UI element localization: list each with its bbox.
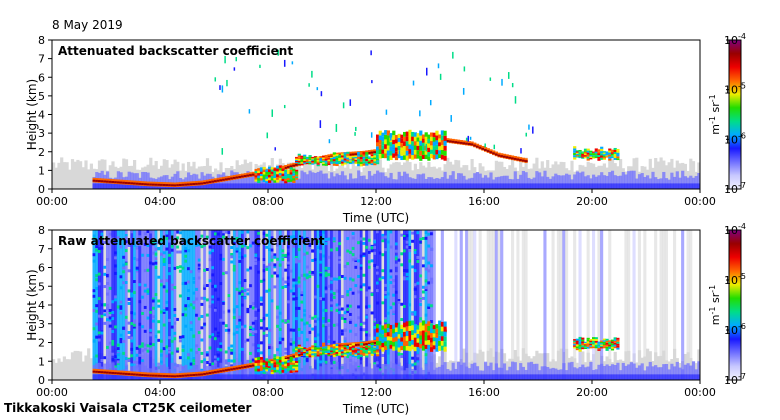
instrument-footer: Tikkakoski Vaisala CT25K ceilometer	[4, 401, 252, 415]
panel-title: Attenuated backscatter coefficient	[58, 44, 293, 58]
y-tick-label: 7	[38, 243, 45, 256]
y-tick-label: 4	[38, 109, 45, 122]
x-tick-label: 20:00	[576, 195, 608, 208]
x-axis-label: Time (UTC)	[342, 402, 409, 416]
x-tick-label: 08:00	[252, 195, 284, 208]
colorbar-tick-label: 10-5	[724, 272, 746, 287]
colorbar-tick-label: 10-5	[724, 82, 746, 97]
y-tick-label: 1	[38, 164, 45, 177]
y-tick-label: 4	[38, 299, 45, 312]
y-tick-label: 3	[38, 318, 45, 331]
colorbar-2: 10-4 10-5 10-6 10-7 m-1 sr-1	[708, 222, 746, 387]
x-tick-label: 00:00	[684, 195, 716, 208]
backscatter-field-1	[52, 49, 700, 189]
colorbar-tick-label: 10-4	[724, 32, 746, 47]
colorbar-gradient	[728, 229, 742, 381]
colorbar-label: m-1 sr-1	[708, 285, 722, 325]
x-tick-label: 04:00	[144, 386, 176, 399]
y-tick-label: 6	[38, 262, 45, 275]
y-tick-label: 0	[38, 183, 45, 196]
x-tick-label: 00:00	[36, 386, 68, 399]
y-tick-label: 8	[38, 34, 45, 47]
colorbar-tick-label: 10-4	[724, 222, 746, 237]
y-tick-label: 6	[38, 71, 45, 84]
colorbar-tick-label: 10-6	[724, 322, 746, 337]
x-tick-label: 08:00	[252, 386, 284, 399]
y-tick-label: 7	[38, 53, 45, 66]
y-axis-label: Height (km)	[25, 79, 39, 150]
y-axis-label: Height (km)	[25, 269, 39, 340]
y-tick-label: 1	[38, 355, 45, 368]
y-tick-label: 0	[38, 374, 45, 387]
plot-area-1: 0 1 2 3 4 5 6 7 8 00:00 04:00 08:00 12:00 16:00 20:00 0…	[25, 34, 716, 225]
x-tick-label: 00:00	[684, 386, 716, 399]
y-tick-label: 8	[38, 224, 45, 237]
y-tick-label: 2	[38, 337, 45, 350]
colorbar-tick-label: 10-7	[724, 181, 746, 196]
x-tick-label: 16:00	[468, 195, 500, 208]
plot-area-2: 0 1 2 3 4 5 6 7 8 00:00 04:00 08:00 12:00 16:00 20:00 0…	[25, 224, 716, 416]
x-tick-label: 12:00	[360, 386, 392, 399]
y-tick-label: 2	[38, 146, 45, 159]
panel-title: Raw attenuated backscatter coefficient	[58, 234, 325, 248]
y-tick-label: 3	[38, 127, 45, 140]
colorbar-tick-label: 10-7	[724, 372, 746, 387]
date-label: 8 May 2019	[52, 18, 123, 32]
x-tick-label: 12:00	[360, 195, 392, 208]
x-tick-label: 04:00	[144, 195, 176, 208]
y-tick-label: 5	[38, 90, 45, 103]
colorbar-tick-label: 10-6	[724, 131, 746, 146]
colorbar-1: 10-4 10-5 10-6 10-7 m-1 sr-1	[708, 32, 746, 196]
x-tick-label: 00:00	[36, 195, 68, 208]
colorbar-gradient	[728, 39, 742, 190]
colorbar-label: m-1 sr-1	[708, 94, 722, 134]
x-axis-label: Time (UTC)	[342, 211, 409, 225]
backscatter-field-2	[52, 230, 700, 380]
x-tick-label: 16:00	[468, 386, 500, 399]
x-tick-label: 20:00	[576, 386, 608, 399]
y-tick-label: 5	[38, 280, 45, 293]
